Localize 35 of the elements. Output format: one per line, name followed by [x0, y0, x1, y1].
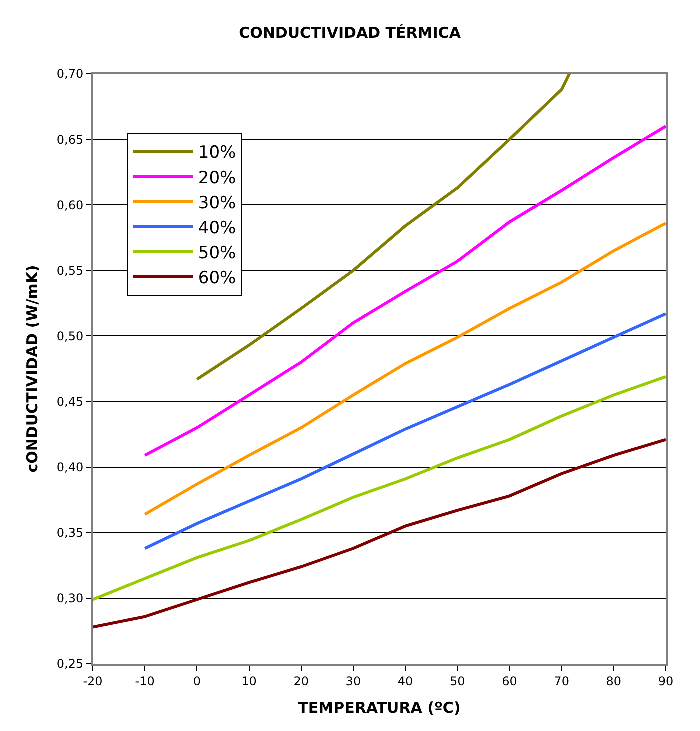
x-tick-label: 90 — [658, 674, 674, 688]
legend-label: 30% — [198, 193, 236, 214]
x-tick-label: 20 — [294, 674, 309, 688]
x-tick-label: 10 — [242, 674, 257, 688]
legend-label: 50% — [198, 244, 236, 264]
x-tick-label: 30 — [346, 674, 362, 688]
line-series — [144, 222, 666, 516]
legend-label: 60% — [198, 268, 236, 289]
y-tick-label: 0,50 — [56, 329, 84, 344]
y-tick-label: 0,25 — [56, 657, 84, 672]
x-tick-label: 40 — [398, 674, 414, 688]
x-tick-label: -10 — [135, 674, 155, 688]
x-tick-label: 0 — [193, 674, 201, 688]
x-tick-label: 50 — [450, 674, 466, 688]
y-tick-label: 0,65 — [56, 132, 84, 147]
line-series — [144, 312, 666, 550]
y-tick-label: 0,70 — [56, 67, 84, 82]
legend-label: 40% — [198, 218, 236, 238]
x-axis-title: TEMPERATURA (ºC) — [298, 698, 461, 717]
y-axis-title: cONDUCTIVIDAD (W/mK) — [24, 265, 42, 473]
x-tick-label: -20 — [83, 674, 103, 688]
chart-title: CONDUCTIVIDAD TÉRMICA — [239, 24, 462, 42]
x-tick-label: 70 — [554, 674, 570, 688]
x-tick-label: 80 — [606, 674, 622, 688]
y-tick-label: 0,55 — [56, 264, 84, 278]
legend-label: 10% — [198, 143, 236, 164]
y-tick-label: 0,60 — [56, 198, 84, 212]
y-tick-label: 0,35 — [56, 526, 84, 540]
legend-label: 20% — [198, 168, 236, 188]
x-tick-label: 60 — [502, 674, 518, 688]
line-series — [196, 74, 572, 381]
y-tick-label: 0,40 — [56, 460, 84, 475]
y-tick-label: 0,30 — [56, 592, 84, 606]
y-tick-label: 0,45 — [56, 394, 84, 409]
line-series — [144, 124, 666, 458]
